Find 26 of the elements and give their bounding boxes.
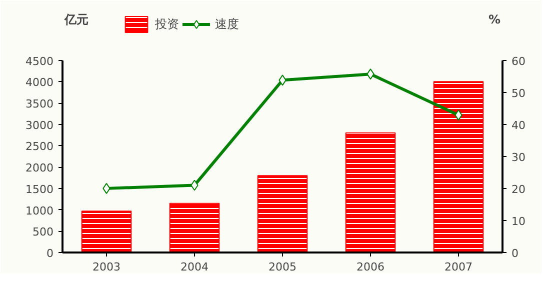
x-tick-label: 2003 (92, 260, 121, 274)
x-tick-label: 2005 (268, 260, 297, 274)
y-tick-label: 2500 (26, 140, 54, 154)
y-tick-label: 0 (46, 247, 54, 260)
y2-axis-title: % (488, 12, 501, 26)
y-tick-label: 3500 (26, 98, 54, 111)
y-tick-label: 1000 (26, 204, 54, 218)
y-tick-label: 4500 (26, 54, 54, 68)
y-tick-label: 2000 (26, 162, 54, 175)
y-tick-label: 3000 (26, 118, 54, 132)
legend-label: 速度 (215, 16, 239, 32)
x-tick-label: 2004 (180, 260, 209, 274)
y-tick-label: 500 (32, 226, 54, 239)
y-axis-title: 亿元 (64, 12, 88, 26)
y2-tick-label: 60 (512, 54, 526, 68)
legend-label: 投资 (155, 16, 179, 32)
y-tick-label: 4000 (26, 76, 54, 90)
x-tick-label: 2006 (356, 260, 385, 274)
y2-tick-label: 40 (512, 118, 526, 132)
y2-tick-label: 0 (512, 247, 518, 260)
y2-tick-label: 50 (512, 86, 526, 100)
x-tick-label: 2007 (444, 260, 473, 274)
y2-tick-label: 20 (512, 182, 526, 196)
y2-tick-label: 30 (512, 150, 526, 164)
y2-tick-label: 10 (512, 214, 526, 228)
y-tick-label: 1500 (26, 182, 54, 196)
